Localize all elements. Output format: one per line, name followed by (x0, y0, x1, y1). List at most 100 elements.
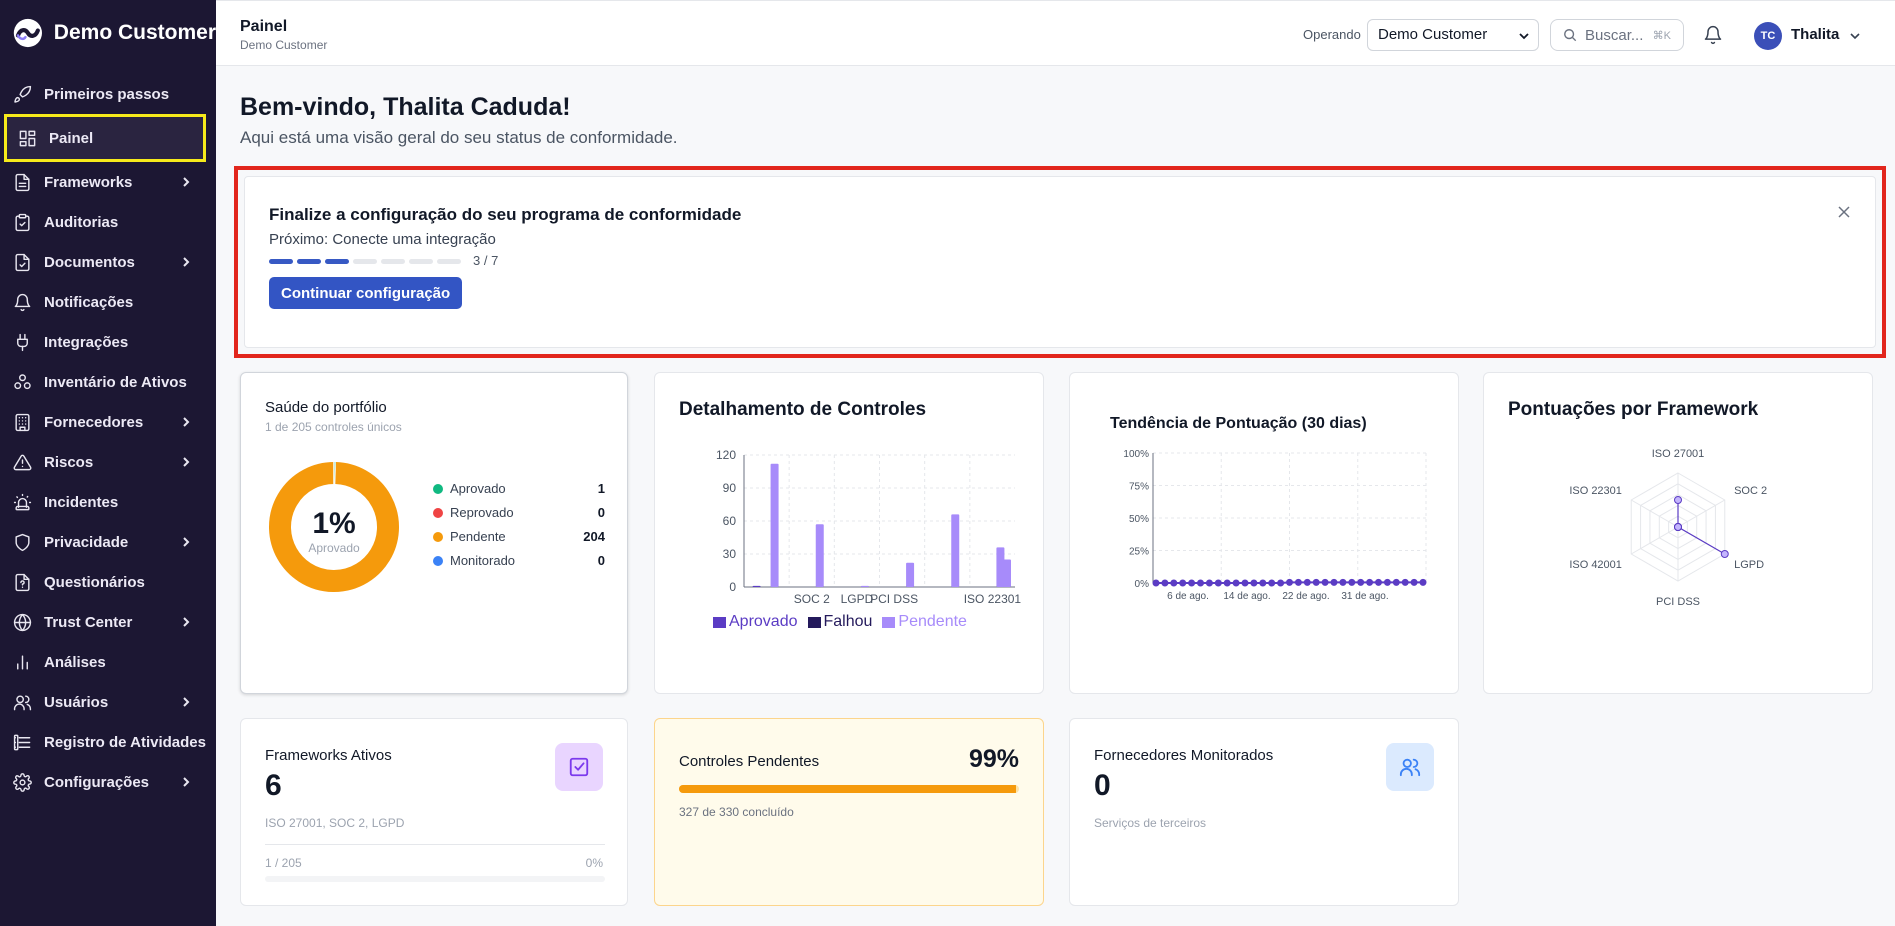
trend-point (1375, 578, 1382, 586)
setup-card: Finalize a configuração do seu programa … (244, 176, 1876, 348)
setup-progress (269, 259, 461, 264)
setup-step-bar (381, 259, 405, 264)
sidebar: Demo Customer Primeiros passos Painel Fram… (0, 0, 216, 926)
sidebar-item-documentos[interactable]: Documentos (0, 242, 216, 282)
operating-select-value: Demo Customer (1378, 26, 1488, 43)
continue-setup-button[interactable]: Continuar configuração (269, 277, 463, 309)
active-frameworks-card: Frameworks Ativos 6 ISO 27001, SOC 2, LG… (240, 718, 628, 906)
controls-breakdown-card: Detalhamento de Controles 0 30 60 90 120 SOC … (654, 372, 1044, 694)
controls-chart-title: Detalhamento de Controles (679, 399, 927, 420)
sidebar-item-an-lises[interactable]: Análises (0, 642, 216, 682)
trend-point (1410, 578, 1418, 586)
legend-label: Pendente (898, 613, 967, 630)
monitored-vendors-card: Fornecedores Monitorados 0 Serviços de t… (1069, 718, 1459, 906)
siren-icon (12, 492, 32, 512)
bar-pendente (770, 463, 779, 587)
boxes-icon (12, 372, 32, 392)
chevron-right-icon (180, 775, 192, 787)
chevron-down-icon (1518, 29, 1530, 46)
radar-axis-label: PCI DSS (1656, 596, 1700, 608)
sidebar-item-label: Integrações (44, 333, 129, 351)
close-icon[interactable] (1837, 205, 1851, 219)
trend-chart-title: Tendência de Pontuação (30 dias) (1110, 415, 1367, 432)
questionnaire-icon (12, 572, 32, 592)
chevron-down-icon[interactable] (1849, 29, 1861, 47)
sidebar-item-fornecedores[interactable]: Fornecedores (0, 402, 216, 442)
bar-pendente (1003, 559, 1011, 587)
y-tick-label: 50% (1129, 514, 1149, 525)
y-tick-label: 60 (723, 514, 737, 528)
pending-progress-fill (679, 785, 1016, 793)
sidebar-item-auditorias[interactable]: Auditorias (0, 202, 216, 242)
trend-point (1268, 579, 1276, 587)
operating-select[interactable]: Demo Customer (1367, 19, 1539, 51)
brand[interactable]: Demo Customer (0, 0, 216, 66)
trend-point (1277, 579, 1285, 587)
sidebar-item-label: Frameworks (44, 173, 133, 191)
chevron-right-icon (180, 415, 192, 427)
setup-step-bar (325, 259, 349, 264)
trend-point (1339, 578, 1347, 586)
sidebar-item-privacidade[interactable]: Privacidade (0, 522, 216, 562)
pending-label: Controles Pendentes (679, 753, 820, 770)
sidebar-item-configura-es[interactable]: Configurações (0, 762, 216, 802)
legend-label: Monitorado (450, 553, 516, 568)
bell-icon[interactable] (1703, 25, 1723, 45)
brand-name: Demo Customer (53, 21, 216, 44)
sidebar-item-frameworks[interactable]: Frameworks (0, 162, 216, 202)
plug-icon (12, 332, 32, 352)
sidebar-item-riscos[interactable]: Riscos (0, 442, 216, 482)
trend-point (1366, 578, 1374, 586)
sidebar-item-label: Notificações (44, 293, 134, 311)
setup-count: 3 / 7 (473, 253, 499, 268)
trend-point (1197, 579, 1204, 587)
sidebar-item-label: Usuários (44, 693, 109, 711)
sidebar-item-painel[interactable]: Painel (4, 114, 206, 162)
search-input[interactable]: Buscar... ⌘K (1550, 19, 1684, 51)
top-header: Painel Demo Customer Operando Demo Custo… (216, 0, 1895, 66)
portfolio-donut: 1% Aprovado (269, 462, 399, 592)
radar-axis-label: ISO 42001 (1569, 559, 1622, 571)
bar-pendente (860, 585, 869, 587)
user-name[interactable]: Thalita (1791, 26, 1840, 43)
sidebar-item-usu-rios[interactable]: Usuários (0, 682, 216, 722)
controls-legend: Aprovado Falhou Pendente (713, 613, 967, 631)
search-icon (1564, 29, 1577, 42)
trend-point (1357, 578, 1365, 586)
radar-spoke (1630, 499, 1679, 528)
x-tick-label: PCI DSS (870, 592, 918, 606)
sidebar-item-label: Primeiros passos (44, 85, 170, 103)
sidebar-item-incidentes[interactable]: Incidentes (0, 482, 216, 522)
trend-point (1179, 579, 1187, 587)
legend-swatch (807, 616, 821, 628)
sidebar-item-notifica-es[interactable]: Notificações (0, 282, 216, 322)
legend-swatch (882, 616, 896, 628)
legend-label: Aprovado (729, 613, 798, 630)
donut-slice-pendente (269, 462, 399, 592)
frameworks-progress-text: 1 / 205 (265, 856, 302, 870)
trend-point (1214, 579, 1222, 587)
setup-step-bar (297, 259, 321, 264)
bar-pendente (996, 547, 1005, 587)
sidebar-item-question-rios[interactable]: Questionários (0, 562, 216, 602)
y-tick-label: 120 (716, 448, 736, 462)
sidebar-item-label: Painel (49, 129, 94, 147)
sidebar-item-label: Registro de Atividades (44, 733, 206, 751)
portfolio-subtitle: 1 de 205 controles únicos (265, 420, 402, 434)
radar-axis-label: ISO 27001 (1652, 448, 1705, 460)
y-tick-label: 0% (1135, 579, 1150, 590)
setup-highlight: Finalize a configuração do seu programa … (234, 166, 1886, 358)
sidebar-item-registro-de-atividades[interactable]: Registro de Atividades (0, 722, 216, 762)
sidebar-item-invent-rio-de-ativos[interactable]: Inventário de Ativos (0, 362, 216, 402)
brand-logo-icon (13, 18, 42, 48)
avatar[interactable]: TC (1754, 22, 1782, 50)
search-shortcut: ⌘K (1652, 30, 1671, 42)
vendors-label: Fornecedores Monitorados (1094, 747, 1274, 764)
sidebar-item-trust-center[interactable]: Trust Center (0, 602, 216, 642)
framework-radar-chart: ISO 27001 SOC 2 LGPD PCI DSS ISO 42001 ISO 22… (1569, 448, 1767, 608)
sidebar-item-primeiros-passos[interactable]: Primeiros passos (0, 74, 216, 114)
pending-sub: 327 de 330 concluído (679, 805, 794, 819)
sidebar-item-integra-es[interactable]: Integrações (0, 322, 216, 362)
donut-separator (334, 462, 337, 485)
